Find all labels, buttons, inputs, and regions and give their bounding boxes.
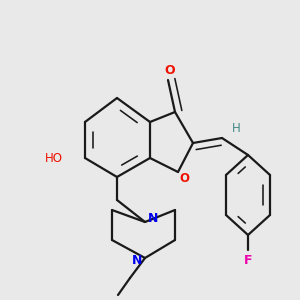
- Text: N: N: [148, 212, 158, 226]
- Text: N: N: [132, 254, 142, 266]
- Text: H: H: [232, 122, 240, 134]
- Text: O: O: [179, 172, 189, 185]
- Text: O: O: [165, 64, 175, 77]
- Text: F: F: [244, 254, 252, 266]
- Text: HO: HO: [45, 152, 63, 166]
